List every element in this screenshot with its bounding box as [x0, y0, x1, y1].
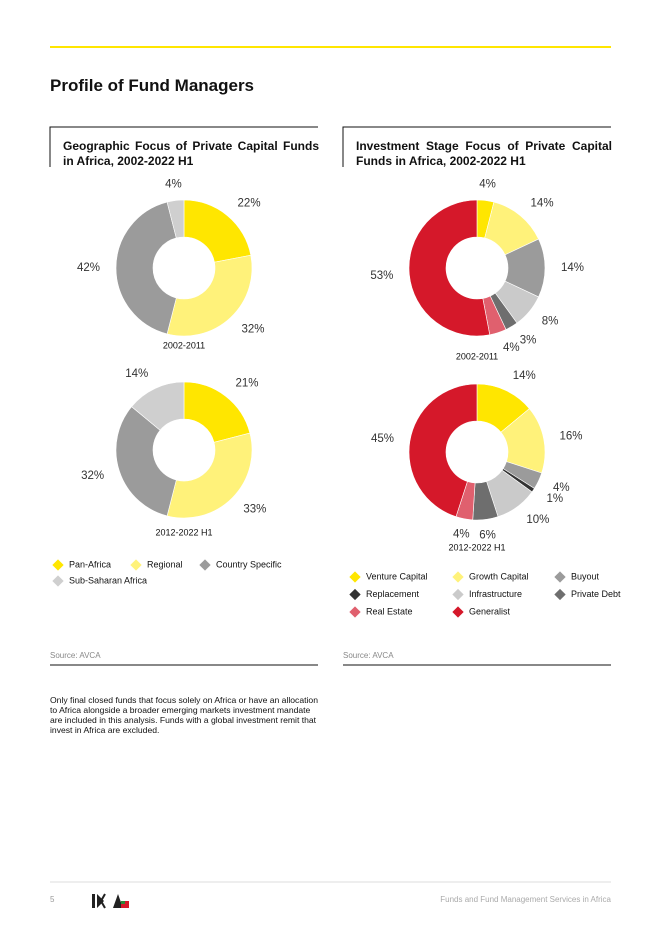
- legend-swatch: [130, 559, 142, 571]
- legend-label: Country Specific: [216, 559, 282, 569]
- data-label: 45%: [371, 433, 394, 445]
- donut-segment: [166, 432, 253, 519]
- data-label: 1%: [546, 493, 563, 505]
- chart-caption: 2012-2022 H1: [448, 542, 505, 552]
- data-label: 32%: [242, 323, 265, 335]
- data-label: 4%: [165, 179, 182, 191]
- legend-label: Generalist: [469, 606, 511, 616]
- data-label: 8%: [542, 316, 559, 328]
- donut-segment: [408, 383, 478, 518]
- legend-swatch: [349, 588, 361, 601]
- data-label: 53%: [370, 270, 393, 282]
- logo: [92, 893, 129, 909]
- data-label: 32%: [81, 470, 104, 482]
- donut-segment: [408, 199, 491, 337]
- footer-text: Funds and Fund Management Services in Af…: [440, 895, 611, 904]
- data-label: 22%: [238, 197, 261, 209]
- legend-swatch: [349, 606, 361, 618]
- panel-title: Investment Stage Focus of Private Capita…: [356, 139, 612, 168]
- panel-title: Geographic Focus of Private Capital Fund…: [63, 139, 319, 168]
- source: Source: AVCA: [50, 651, 101, 660]
- legend-label: Pan-Africa: [69, 559, 111, 569]
- data-label: 33%: [243, 503, 266, 515]
- legend-swatch: [554, 571, 566, 583]
- chart-caption: 2012-2022 H1: [155, 527, 212, 537]
- legend-swatch: [349, 571, 361, 583]
- legend-label: Growth Capital: [469, 571, 529, 581]
- legend-label: Buyout: [571, 571, 600, 581]
- data-label: 3%: [520, 334, 537, 346]
- data-label: 6%: [479, 529, 496, 541]
- legend-swatch: [199, 559, 211, 571]
- donut-segment: [183, 381, 251, 443]
- donut-segment: [115, 201, 177, 335]
- legend-label: Sub-Saharan Africa: [69, 575, 147, 585]
- data-label: 14%: [125, 368, 148, 380]
- donut-segment: [183, 199, 252, 263]
- legend-label: Regional: [147, 559, 183, 569]
- data-label: 4%: [453, 529, 470, 541]
- legend-label: Infrastructure: [469, 589, 522, 599]
- page-number: 5: [50, 895, 55, 904]
- donut-segment: [166, 254, 253, 337]
- legend-label: Real Estate: [366, 606, 413, 616]
- donut-segment: [131, 381, 185, 431]
- chart-caption: 2002-2011: [456, 351, 498, 361]
- legend-label: Venture Capital: [366, 571, 428, 581]
- data-label: 14%: [561, 262, 584, 274]
- source: Source: AVCA: [343, 651, 394, 660]
- data-label: 10%: [526, 514, 549, 526]
- data-label: 21%: [235, 378, 258, 390]
- data-label: 14%: [531, 197, 554, 209]
- chart-caption: 2002-2011: [163, 340, 205, 350]
- data-label: 4%: [553, 482, 570, 494]
- legend-label: Replacement: [366, 589, 420, 599]
- data-label: 14%: [513, 370, 536, 382]
- legend-swatch: [52, 559, 64, 571]
- data-label: 16%: [560, 430, 583, 442]
- panel-frame: [49, 126, 318, 167]
- legend-swatch: [452, 606, 464, 618]
- data-label: 4%: [479, 179, 496, 191]
- data-label: 42%: [77, 262, 100, 274]
- legend-swatch: [452, 588, 464, 601]
- data-label: 4%: [503, 342, 520, 354]
- legend-label: Private Debt: [571, 589, 621, 599]
- page-title: Profile of Fund Managers: [50, 76, 255, 95]
- panel-frame: [342, 126, 611, 167]
- legend-swatch: [554, 588, 566, 601]
- donut-segment: [115, 406, 177, 517]
- donut-segment: [166, 199, 185, 239]
- legend-swatch: [452, 571, 464, 583]
- legend-swatch: [52, 575, 64, 587]
- footnote: Only final closed funds that focus solel…: [50, 695, 318, 735]
